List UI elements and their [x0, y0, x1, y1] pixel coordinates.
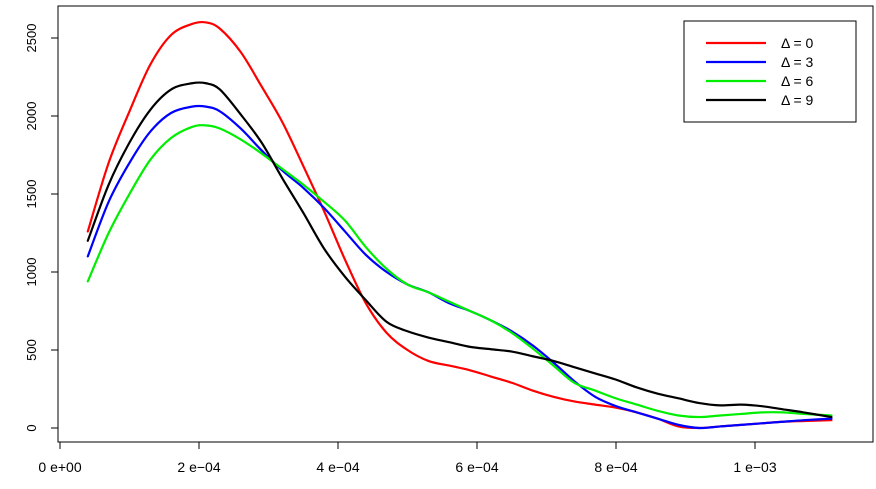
legend-label: Δ = 3: [781, 54, 814, 70]
y-tick-label: 1500: [24, 180, 39, 209]
y-tick-label: 1000: [24, 258, 39, 287]
legend-label: Δ = 0: [781, 35, 814, 51]
legend-box: [683, 20, 857, 123]
x-tick-label: 4 e−04: [316, 459, 359, 475]
x-tick-label: 8 e−04: [594, 459, 637, 475]
y-tick-label: 2000: [24, 102, 39, 131]
y-tick-label: 2500: [24, 24, 39, 53]
series-line-2: [86, 124, 833, 419]
x-tick-label: 6 e−04: [455, 459, 498, 475]
y-tick-label: 0: [24, 424, 39, 431]
legend: Δ = 0 Δ = 3 Δ = 6 Δ = 9: [683, 20, 857, 123]
legend-label: Δ = 9: [781, 92, 814, 108]
legend-label: Δ = 6: [781, 73, 814, 89]
series-line-3: [86, 81, 833, 419]
y-tick-label: 500: [24, 339, 39, 361]
x-tick-label: 0 e+00: [38, 459, 81, 475]
series-line-1: [86, 104, 833, 430]
axes: 0 e+00 2 e−04 4 e−04 6 e−04 8 e−04 1 e−03 0 500…: [24, 24, 777, 475]
series-lines: [86, 20, 833, 430]
x-tick-label: 1 e−03: [733, 459, 776, 475]
x-tick-label: 2 e−04: [177, 459, 220, 475]
